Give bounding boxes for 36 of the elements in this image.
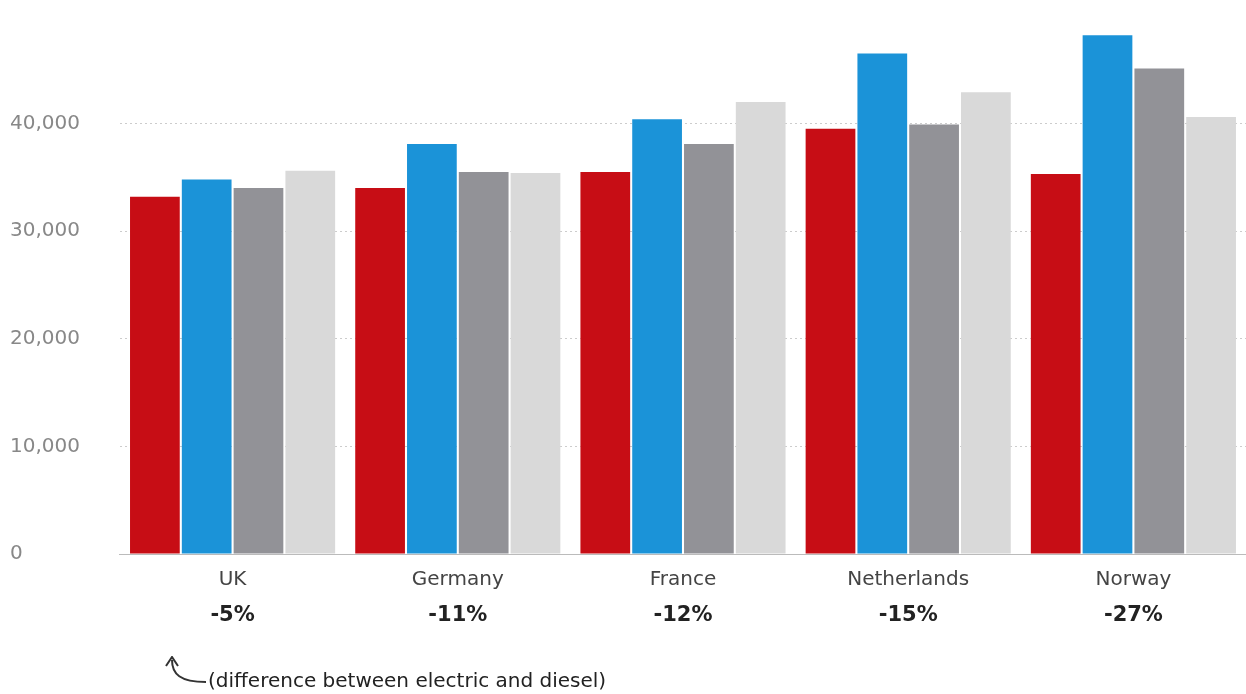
- bar: [857, 53, 908, 554]
- bar: [510, 172, 561, 554]
- x-tick-label: UK: [218, 566, 248, 591]
- bar: [285, 170, 336, 554]
- bar: [961, 92, 1011, 554]
- bar: [735, 101, 786, 554]
- text: -27%: [1103, 602, 1163, 627]
- text: -5%: [210, 602, 255, 627]
- x-tick-label: Germany: [411, 566, 504, 591]
- y-tick-label: 40,000: [10, 109, 80, 134]
- x-tick-label: Norway: [1095, 566, 1172, 591]
- bar: [1082, 35, 1133, 554]
- bar: [909, 124, 959, 554]
- text: -11%: [428, 602, 488, 627]
- bar: [1134, 68, 1185, 554]
- y-tick-label: 30,000: [10, 217, 80, 242]
- x-tick-label: France: [649, 566, 717, 591]
- text: -12%: [653, 602, 713, 627]
- y-tick-label: 0: [10, 540, 23, 565]
- bar: [407, 143, 457, 554]
- bar: [130, 196, 180, 554]
- y-tick-label: 10,000: [10, 432, 80, 457]
- y-tick-label: 20,000: [10, 324, 80, 349]
- text: -15%: [878, 602, 938, 627]
- x-tick-label: Netherlands: [847, 566, 970, 591]
- bar: [1186, 117, 1236, 554]
- bar: [580, 171, 631, 554]
- bar: [1030, 174, 1081, 554]
- bar: [181, 179, 232, 554]
- bar: [233, 188, 284, 554]
- text: (difference between electric and diesel): [208, 668, 607, 693]
- bar: [632, 119, 682, 554]
- bar: [458, 171, 509, 554]
- bar: [684, 143, 734, 554]
- bar: [805, 128, 856, 554]
- bar: [355, 188, 405, 554]
